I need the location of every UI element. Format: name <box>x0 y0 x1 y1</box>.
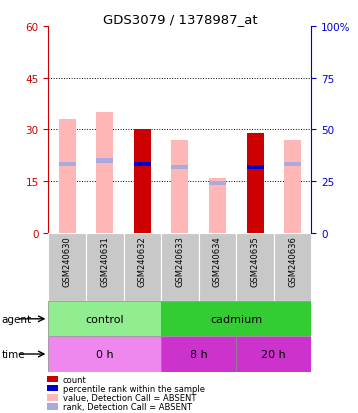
Text: 8 h: 8 h <box>190 349 208 359</box>
Bar <box>199 233 236 301</box>
Bar <box>171 140 188 233</box>
Text: percentile rank within the sample: percentile rank within the sample <box>63 384 205 393</box>
Text: control: control <box>86 314 124 324</box>
Text: value, Detection Call = ABSENT: value, Detection Call = ABSENT <box>63 393 196 402</box>
Bar <box>134 130 151 233</box>
Bar <box>236 337 311 372</box>
Bar <box>124 233 161 301</box>
Bar <box>48 301 161 337</box>
Bar <box>96 113 113 233</box>
Bar <box>59 120 76 233</box>
Title: GDS3079 / 1378987_at: GDS3079 / 1378987_at <box>103 13 257 26</box>
Bar <box>274 233 311 301</box>
Bar <box>247 166 263 170</box>
Bar <box>284 140 301 233</box>
Bar <box>48 337 161 372</box>
Bar <box>48 233 86 301</box>
Text: GSM240633: GSM240633 <box>175 235 184 286</box>
Bar <box>209 181 226 185</box>
Bar <box>247 133 263 233</box>
Bar <box>86 233 124 301</box>
Bar <box>209 178 226 233</box>
Text: GSM240632: GSM240632 <box>138 235 147 286</box>
Text: GSM240634: GSM240634 <box>213 235 222 286</box>
Text: agent: agent <box>2 314 32 324</box>
Bar <box>161 301 311 337</box>
Bar <box>96 159 113 163</box>
Text: 0 h: 0 h <box>96 349 113 359</box>
Text: GSM240631: GSM240631 <box>100 235 109 286</box>
Bar <box>284 162 301 166</box>
Bar <box>161 337 236 372</box>
Text: time: time <box>2 349 25 359</box>
Bar <box>134 162 151 166</box>
Text: cadmium: cadmium <box>210 314 262 324</box>
Text: 20 h: 20 h <box>261 349 286 359</box>
Text: GSM240630: GSM240630 <box>63 235 72 286</box>
Bar <box>171 166 188 170</box>
Bar <box>236 233 274 301</box>
Text: rank, Detection Call = ABSENT: rank, Detection Call = ABSENT <box>63 402 192 411</box>
Bar <box>59 162 76 166</box>
Bar <box>161 233 199 301</box>
Text: GSM240636: GSM240636 <box>288 235 297 286</box>
Text: GSM240635: GSM240635 <box>251 235 260 286</box>
Text: count: count <box>63 375 86 384</box>
